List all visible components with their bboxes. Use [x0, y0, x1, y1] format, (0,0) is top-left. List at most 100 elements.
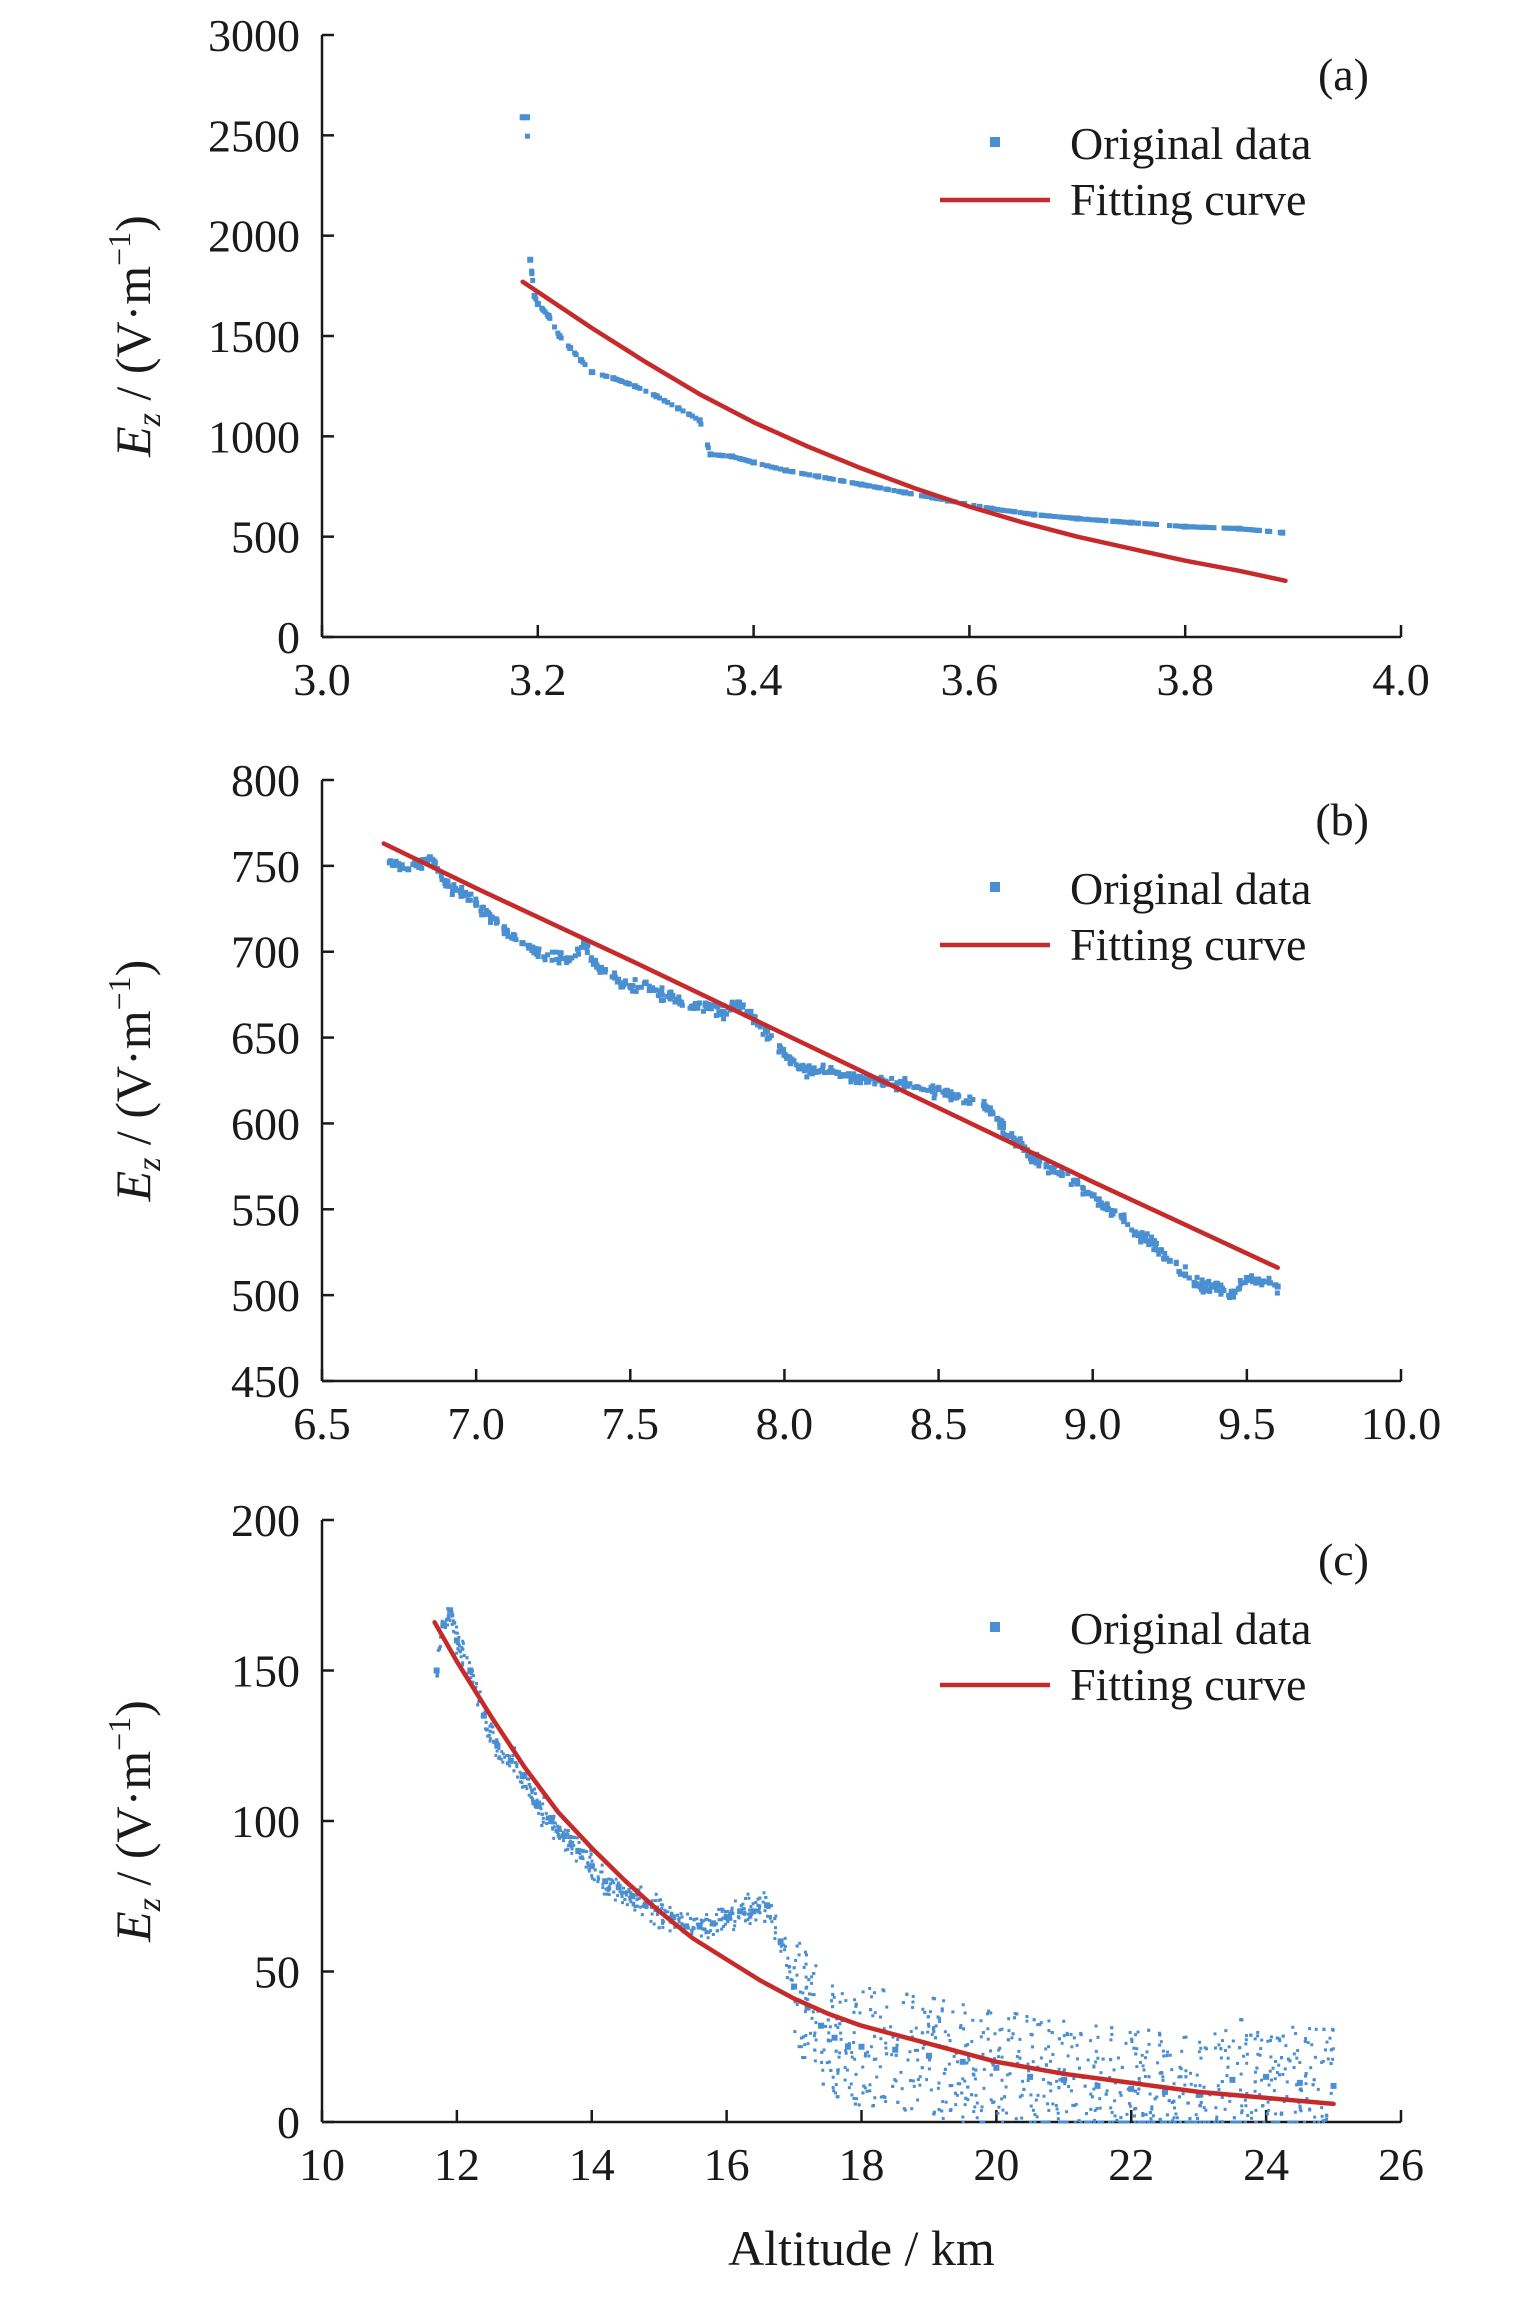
data-point	[1007, 2017, 1011, 2021]
data-point	[457, 1635, 461, 1639]
data-point	[903, 1083, 909, 1089]
data-point	[1109, 2106, 1113, 2110]
data-point	[770, 1904, 774, 1908]
data-point	[1154, 521, 1160, 527]
data-point	[624, 1893, 628, 1897]
data-point	[1270, 2120, 1274, 2124]
data-point	[529, 948, 535, 954]
data-point	[764, 1904, 768, 1908]
data-point	[873, 2034, 877, 2038]
data-point	[749, 1905, 753, 1909]
data-point	[1220, 2095, 1224, 2099]
data-point	[1197, 1283, 1204, 1290]
data-point	[457, 1648, 461, 1652]
data-point	[951, 2010, 955, 2014]
data-point	[1009, 1131, 1015, 1137]
x-tick-label: 16	[704, 2139, 750, 2190]
data-point	[1049, 2082, 1053, 2086]
data-point	[670, 1911, 674, 1915]
data-point	[998, 2046, 1002, 2050]
data-point	[1266, 2108, 1270, 2112]
data-point	[1001, 1132, 1007, 1138]
data-point	[695, 1922, 699, 1926]
data-point	[948, 2109, 952, 2113]
data-point	[1165, 2054, 1169, 2058]
data-point	[673, 1916, 677, 1920]
data-point	[853, 1073, 859, 1079]
data-point	[1147, 2028, 1151, 2032]
data-point	[1100, 518, 1106, 524]
data-point	[925, 2078, 929, 2082]
data-point	[1092, 2120, 1096, 2124]
data-point	[958, 2025, 962, 2029]
data-point	[862, 1075, 868, 1081]
data-point	[473, 902, 479, 908]
data-point	[759, 462, 765, 468]
data-point	[483, 1710, 487, 1714]
data-point	[702, 1002, 708, 1008]
data-point	[1000, 2078, 1004, 2082]
data-point	[501, 1752, 505, 1756]
data-point	[1039, 2056, 1043, 2060]
data-point	[1236, 1285, 1242, 1291]
data-point	[799, 2036, 803, 2040]
data-point	[1245, 2092, 1249, 2096]
data-point	[488, 1739, 492, 1743]
data-point	[1057, 514, 1063, 520]
data-point	[635, 984, 641, 990]
data-point	[679, 1912, 683, 1916]
data-point	[1089, 2107, 1093, 2111]
data-point	[1188, 2120, 1192, 2124]
data-point	[1256, 528, 1262, 534]
x-tick-label: 18	[839, 2139, 885, 2190]
data-point	[998, 2028, 1002, 2032]
data-point	[1133, 2089, 1137, 2093]
data-point	[948, 1089, 954, 1095]
data-point	[982, 2086, 986, 2090]
data-point	[584, 944, 590, 950]
data-point	[897, 1080, 903, 1086]
data-point	[435, 1669, 439, 1673]
data-point	[606, 1886, 610, 1890]
data-point	[1038, 512, 1044, 518]
data-point	[1030, 511, 1036, 517]
data-point	[799, 470, 805, 476]
data-point	[911, 1994, 915, 1998]
data-point	[849, 2082, 853, 2086]
data-point	[617, 1883, 621, 1887]
data-point	[535, 953, 541, 959]
data-point	[999, 507, 1005, 513]
data-point	[625, 1890, 629, 1894]
data-point	[528, 1785, 532, 1789]
data-point	[891, 2084, 895, 2088]
data-point	[1281, 2034, 1285, 2038]
data-point	[1299, 2087, 1303, 2091]
data-point	[920, 2031, 924, 2035]
data-point	[561, 1833, 568, 1840]
data-point	[1253, 2070, 1257, 2074]
data-point	[740, 1002, 746, 1008]
data-point	[1001, 2120, 1005, 2124]
data-point	[1161, 2049, 1165, 2053]
data-point	[545, 1821, 549, 1825]
data-point	[1134, 2033, 1138, 2037]
data-point	[597, 1877, 601, 1881]
data-point	[781, 467, 787, 473]
data-point	[457, 888, 464, 895]
data-point	[921, 1087, 927, 1093]
data-point	[975, 2116, 979, 2120]
data-point	[1047, 2029, 1051, 2033]
data-point	[1159, 2040, 1163, 2044]
data-point	[1029, 2104, 1033, 2108]
data-point	[488, 1724, 492, 1728]
data-point	[944, 2100, 948, 2104]
data-point	[461, 1641, 465, 1645]
data-point	[1140, 2053, 1144, 2057]
data-point	[884, 2041, 888, 2045]
data-point	[811, 1993, 815, 1997]
data-point	[1170, 2100, 1174, 2104]
data-point	[838, 2000, 842, 2004]
data-point	[669, 402, 675, 408]
data-point	[612, 1890, 616, 1894]
